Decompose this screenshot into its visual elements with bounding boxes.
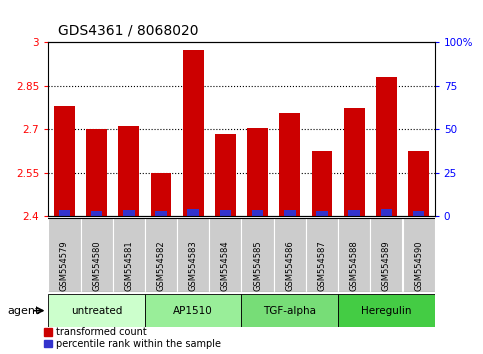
Bar [376, 77, 397, 216]
Text: GSM554585: GSM554585 [253, 240, 262, 291]
Text: GSM554589: GSM554589 [382, 240, 391, 291]
Bar [145, 218, 177, 292]
Bar [242, 294, 338, 327]
Text: TGF-alpha: TGF-alpha [263, 306, 316, 316]
Text: GSM554581: GSM554581 [124, 240, 133, 291]
Bar [413, 211, 425, 216]
Bar [187, 209, 199, 216]
Text: GSM554583: GSM554583 [189, 240, 198, 291]
Bar [279, 113, 300, 216]
Bar [54, 106, 75, 216]
Text: GSM554579: GSM554579 [60, 240, 69, 291]
Text: untreated: untreated [71, 306, 122, 316]
Bar [402, 218, 435, 292]
Bar [242, 218, 274, 292]
Bar [344, 108, 365, 216]
Bar [338, 218, 370, 292]
Text: Heregulin: Heregulin [361, 306, 412, 316]
Text: GSM554582: GSM554582 [156, 240, 166, 291]
Bar [81, 218, 113, 292]
Bar [316, 211, 328, 216]
Legend: transformed count, percentile rank within the sample: transformed count, percentile rank withi… [43, 327, 221, 349]
Text: GSM554590: GSM554590 [414, 240, 423, 291]
Bar [118, 126, 139, 216]
Bar [370, 218, 402, 292]
Bar [86, 129, 107, 216]
Bar [408, 151, 429, 216]
Bar [338, 294, 435, 327]
Bar [48, 218, 81, 292]
Bar [284, 210, 296, 216]
Bar [215, 133, 236, 216]
Bar [48, 294, 145, 327]
Bar [381, 209, 392, 216]
Bar [306, 218, 338, 292]
Bar [145, 294, 242, 327]
Bar [151, 172, 171, 216]
Text: GSM554580: GSM554580 [92, 240, 101, 291]
Bar [209, 218, 242, 292]
Text: GSM554588: GSM554588 [350, 240, 359, 291]
Bar [348, 210, 360, 216]
Text: AP1510: AP1510 [173, 306, 213, 316]
Bar [177, 218, 209, 292]
Bar [91, 211, 102, 216]
Bar [58, 210, 70, 216]
Text: GSM554586: GSM554586 [285, 240, 294, 291]
Bar [183, 50, 204, 216]
Text: agent: agent [7, 306, 40, 316]
Bar [252, 210, 263, 216]
Bar [220, 210, 231, 216]
Text: GDS4361 / 8068020: GDS4361 / 8068020 [58, 23, 199, 37]
Bar [155, 211, 167, 216]
Bar [247, 128, 268, 216]
Bar [113, 218, 145, 292]
Bar [123, 210, 135, 216]
Text: GSM554584: GSM554584 [221, 240, 230, 291]
Bar [312, 151, 332, 216]
Bar [274, 218, 306, 292]
Text: GSM554587: GSM554587 [317, 240, 327, 291]
